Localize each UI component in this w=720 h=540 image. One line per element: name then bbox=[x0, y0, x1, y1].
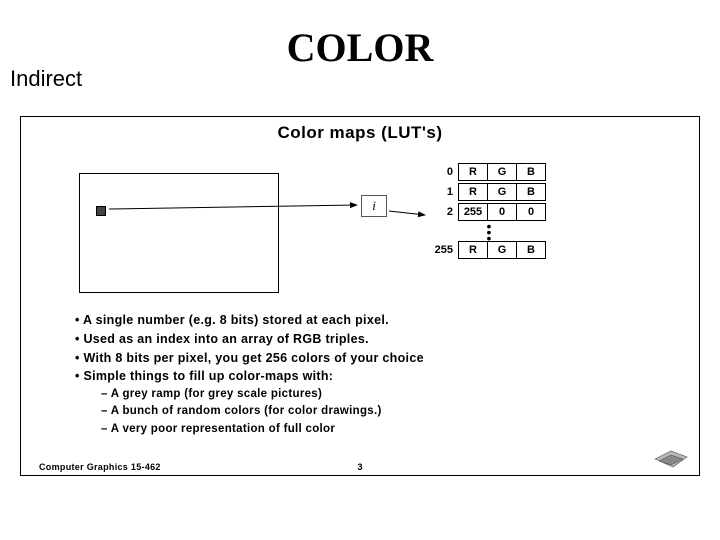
sub-bullet-item: A very poor representation of full color bbox=[101, 421, 675, 438]
decorative-icon bbox=[653, 447, 691, 471]
lut-cell: B bbox=[516, 163, 546, 181]
slide-title: Color maps (LUT's) bbox=[21, 117, 699, 145]
lut-cell: 0 bbox=[487, 203, 517, 221]
lut-cell: R bbox=[458, 163, 488, 181]
index-box: i bbox=[361, 195, 387, 217]
framebuffer-rect bbox=[79, 173, 279, 293]
lut-row: 0 R G B bbox=[429, 163, 549, 181]
sub-bullet-item: A bunch of random colors (for color draw… bbox=[101, 403, 675, 420]
lut-cell: R bbox=[458, 183, 488, 201]
slide-bullets: A single number (e.g. 8 bits) stored at … bbox=[75, 311, 675, 438]
bullet-item: Used as an index into an array of RGB tr… bbox=[75, 330, 675, 349]
lut-cell: R bbox=[458, 241, 488, 259]
pixel-icon bbox=[96, 206, 106, 216]
lut-row: 1 R G B bbox=[429, 183, 549, 201]
lut-cell: 255 bbox=[458, 203, 488, 221]
lut-index: 1 bbox=[429, 186, 459, 198]
sub-bullet-item: A grey ramp (for grey scale pictures) bbox=[101, 386, 675, 403]
slide-pagenum: 3 bbox=[21, 462, 699, 472]
lut-cell: B bbox=[516, 183, 546, 201]
embedded-slide: Color maps (LUT's) i 0 R G B 1 R bbox=[20, 116, 700, 476]
bullet-item: With 8 bits per pixel, you get 256 color… bbox=[75, 349, 675, 368]
lut-index: 2 bbox=[429, 206, 459, 218]
lut-ellipsis: ••• bbox=[429, 223, 549, 241]
lut-row: 255 R G B bbox=[429, 241, 549, 259]
lut-cell: B bbox=[516, 241, 546, 259]
bullet-item: Simple things to fill up color-maps with… bbox=[75, 367, 675, 386]
bullet-item: A single number (e.g. 8 bits) stored at … bbox=[75, 311, 675, 330]
lut-index: 255 bbox=[429, 244, 459, 256]
lut-index: 0 bbox=[429, 166, 459, 178]
lut-cell: G bbox=[487, 163, 517, 181]
page-title: COLOR bbox=[0, 24, 720, 71]
lut-diagram: i 0 R G B 1 R G B 2 bbox=[21, 145, 699, 300]
lut-cell: G bbox=[487, 241, 517, 259]
lut-table: 0 R G B 1 R G B 2 255 0 0 ••• 255 R G bbox=[429, 163, 549, 261]
page-subtitle: Indirect bbox=[10, 66, 82, 92]
lut-cell: 0 bbox=[516, 203, 546, 221]
lut-cell: G bbox=[487, 183, 517, 201]
